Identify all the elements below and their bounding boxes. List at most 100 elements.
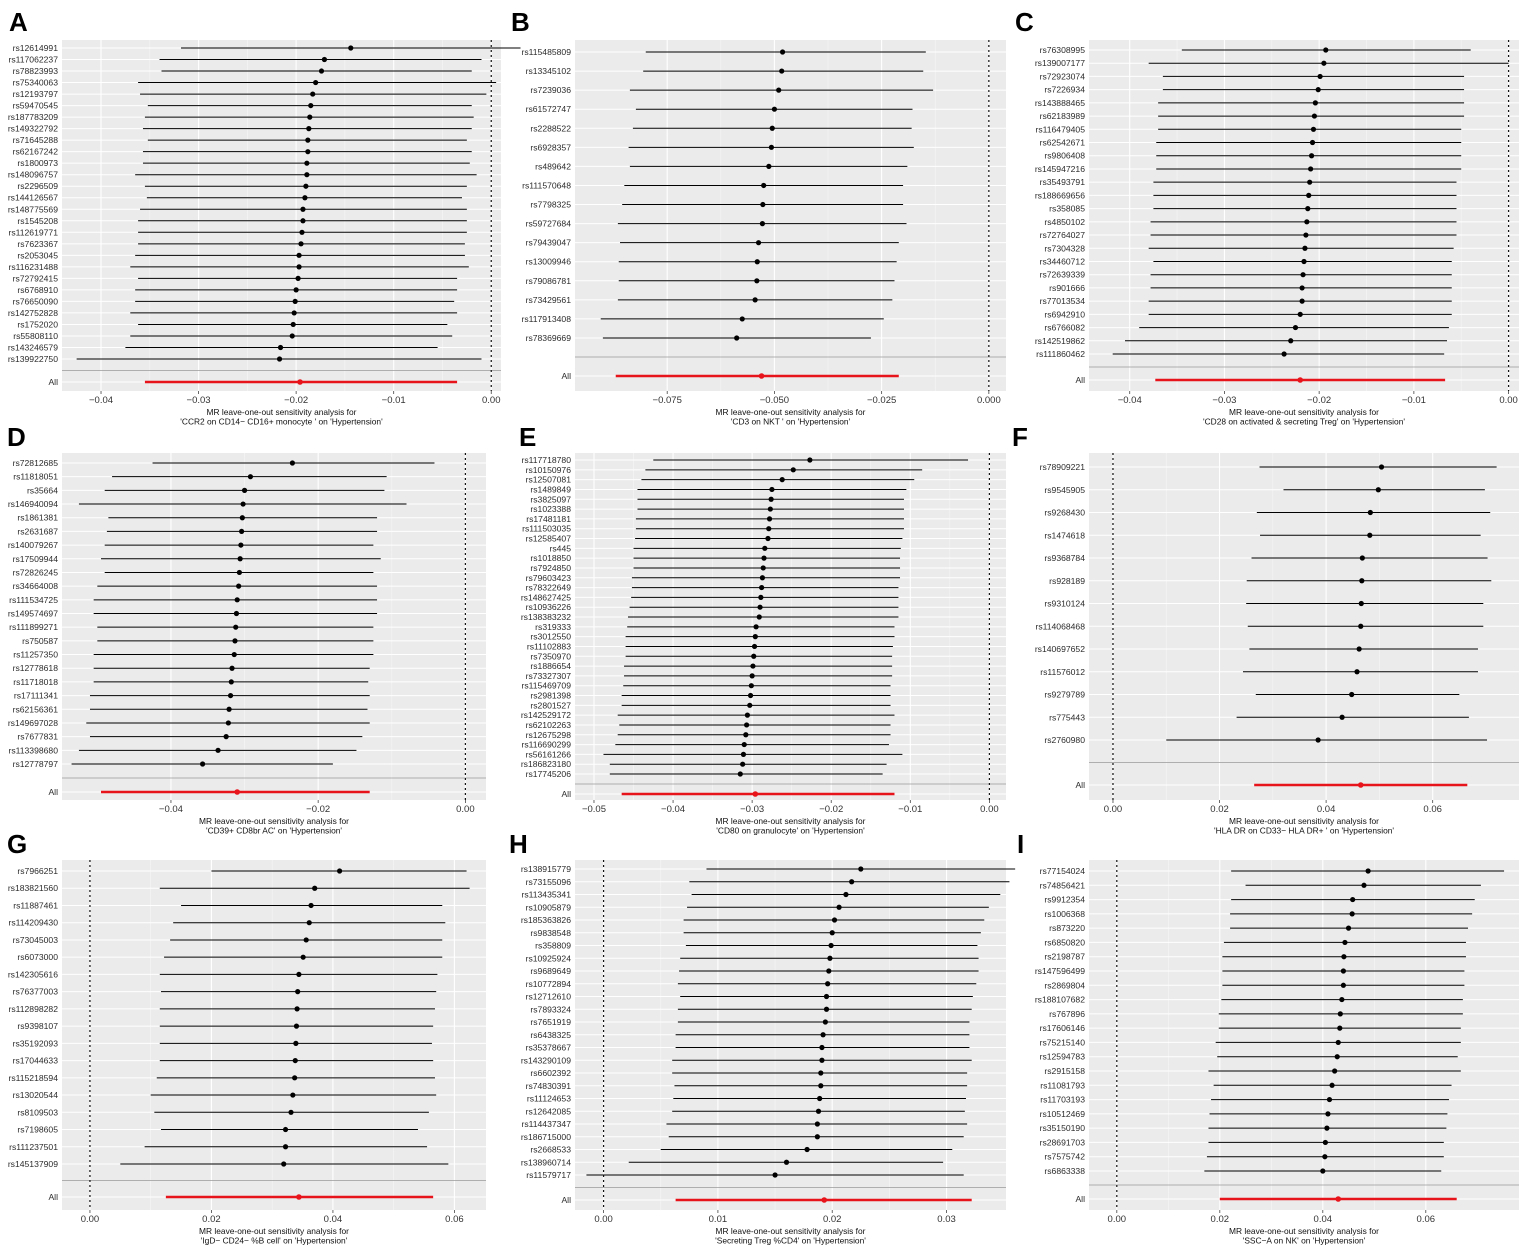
snp-label: rs11081793 bbox=[1040, 1080, 1085, 1090]
snp-label: rs138915779 bbox=[521, 864, 571, 874]
snp-label: rs873220 bbox=[1049, 923, 1085, 933]
x-tick-label: −0.03 bbox=[187, 395, 211, 406]
snp-label: rs73155096 bbox=[526, 877, 572, 887]
snp-estimate-point bbox=[759, 575, 766, 581]
snp-label: rs17509944 bbox=[13, 554, 59, 564]
snp-estimate-point bbox=[843, 891, 849, 898]
snp-estimate-point bbox=[759, 584, 765, 591]
snp-label: rs147596499 bbox=[1035, 966, 1085, 976]
x-tick-label: −0.02 bbox=[1307, 395, 1331, 406]
snp-label: rs62156361 bbox=[13, 704, 59, 714]
snp-estimate-point bbox=[1332, 1068, 1338, 1074]
snp-estimate-point bbox=[1312, 100, 1318, 106]
snp-label: rs17745206 bbox=[526, 769, 572, 779]
plot-background bbox=[62, 40, 501, 391]
snp-estimate-point bbox=[1378, 464, 1385, 470]
snp-estimate-point bbox=[236, 569, 243, 576]
snp-label: rs145947216 bbox=[1035, 164, 1085, 174]
x-tick-label: 0.00 bbox=[456, 804, 475, 815]
snp-estimate-point bbox=[299, 229, 305, 235]
snp-estimate-point bbox=[306, 920, 312, 926]
snp-label: rs71645288 bbox=[13, 135, 59, 145]
snp-estimate-point bbox=[1311, 113, 1318, 119]
x-tick-label: 0.06 bbox=[445, 1214, 464, 1225]
snp-label: rs76650090 bbox=[13, 296, 59, 306]
snp-label: rs3825097 bbox=[530, 494, 571, 504]
snp-label: rs56161266 bbox=[526, 749, 572, 759]
snp-estimate-point bbox=[749, 673, 755, 679]
snp-label: rs12193797 bbox=[13, 89, 59, 99]
snp-estimate-point bbox=[754, 278, 760, 284]
snp-estimate-point bbox=[739, 316, 745, 322]
snp-label: rs117913408 bbox=[521, 314, 571, 324]
snp-label: rs78823993 bbox=[13, 66, 59, 76]
all-estimate-point bbox=[758, 373, 765, 379]
snp-estimate-point bbox=[779, 49, 786, 55]
snp-estimate-point bbox=[1354, 669, 1360, 675]
snp-estimate-point bbox=[223, 734, 229, 740]
snp-label: rs7575742 bbox=[1044, 1152, 1085, 1162]
snp-label: rs114437347 bbox=[521, 1119, 571, 1129]
panel-letter: G bbox=[7, 829, 27, 859]
all-estimate-point bbox=[1335, 1196, 1342, 1202]
snp-estimate-point bbox=[277, 344, 284, 351]
snp-estimate-point bbox=[293, 1040, 299, 1046]
snp-estimate-point bbox=[750, 663, 756, 669]
snp-estimate-point bbox=[1320, 1168, 1326, 1174]
snp-estimate-point bbox=[291, 310, 297, 316]
snp-estimate-point bbox=[231, 651, 237, 658]
snp-label: rs148775569 bbox=[8, 204, 58, 214]
snp-estimate-point bbox=[300, 206, 306, 212]
panel-letter: B bbox=[511, 7, 530, 37]
x-tick-label: 0.04 bbox=[1314, 1214, 1333, 1225]
snp-label: rs9689649 bbox=[530, 966, 571, 976]
snp-label: rs750587 bbox=[22, 636, 58, 646]
snp-label: rs111899271 bbox=[9, 622, 58, 632]
snp-estimate-point bbox=[295, 275, 301, 281]
snp-label: rs9279789 bbox=[1044, 690, 1085, 700]
x-tick-label: 0.000 bbox=[977, 395, 1001, 406]
snp-label: rs138383232 bbox=[521, 612, 571, 622]
snp-label: rs1886654 bbox=[530, 661, 571, 671]
snp-label: rs142752828 bbox=[8, 308, 58, 318]
chart-title-line: MR leave-one-out sensitivity analysis fo… bbox=[199, 1226, 349, 1236]
snp-label: rs77154024 bbox=[1040, 866, 1086, 876]
snp-estimate-point bbox=[240, 501, 246, 507]
snp-label: rs35378667 bbox=[526, 1043, 572, 1053]
snp-label: rs78909221 bbox=[1040, 462, 1086, 472]
snp-label: rs116690299 bbox=[521, 740, 571, 750]
snp-estimate-point bbox=[303, 183, 309, 189]
snp-label: rs9838548 bbox=[530, 928, 571, 938]
snp-label: rs116231488 bbox=[8, 262, 58, 272]
snp-label: rs111570648 bbox=[522, 180, 571, 190]
snp-estimate-point bbox=[290, 1092, 296, 1098]
snp-label: rs138960714 bbox=[521, 1157, 571, 1167]
snp-estimate-point bbox=[290, 321, 296, 328]
chart-title-line: 'IgD− CD24− %B cell' on 'Hypertension' bbox=[201, 1236, 348, 1246]
snp-label: rs188107682 bbox=[1035, 995, 1085, 1005]
snp-estimate-point bbox=[1288, 338, 1294, 344]
snp-estimate-point bbox=[1337, 1025, 1343, 1031]
snp-estimate-point bbox=[289, 333, 295, 339]
snp-label: rs11102883 bbox=[527, 641, 571, 651]
panel-letter: C bbox=[1015, 7, 1034, 37]
snp-label: rs901666 bbox=[1049, 283, 1085, 293]
snp-label: rs12594783 bbox=[1040, 1052, 1086, 1062]
snp-label: rs2915158 bbox=[1044, 1066, 1085, 1076]
snp-estimate-point bbox=[348, 45, 354, 51]
chart-title-line: 'CCR2 on CD14− CD16+ monocyte ' on 'Hype… bbox=[180, 417, 383, 427]
snp-label: rs1023388 bbox=[530, 504, 571, 514]
snp-label: rs319333 bbox=[535, 622, 571, 632]
snp-estimate-point bbox=[743, 732, 749, 738]
snp-estimate-point bbox=[741, 741, 747, 748]
chart-title-line: MR leave-one-out sensitivity analysis fo… bbox=[199, 816, 349, 826]
snp-estimate-point bbox=[233, 624, 239, 630]
snp-label: rs11887461 bbox=[13, 900, 58, 910]
snp-estimate-point bbox=[1365, 868, 1371, 874]
snp-estimate-point bbox=[1308, 166, 1314, 172]
snp-label: rs7623367 bbox=[17, 239, 58, 249]
snp-label: rs1474618 bbox=[1044, 530, 1085, 540]
